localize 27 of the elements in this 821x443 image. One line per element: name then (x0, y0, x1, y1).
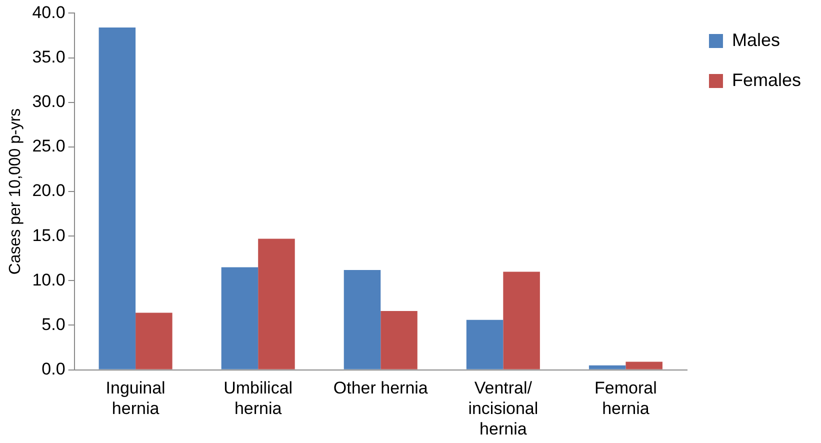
y-tick-label: 10.0 (32, 270, 66, 290)
y-tick-label: 5.0 (42, 314, 66, 334)
y-tick-label: 20.0 (32, 181, 66, 200)
y-tick-label: 35.0 (32, 47, 66, 66)
y-tick-label: 40.0 (32, 2, 66, 22)
bar (588, 365, 626, 370)
x-tick-label: Umbilical hernia (224, 378, 293, 418)
y-tick-label: 30.0 (32, 92, 66, 112)
bar (258, 238, 295, 370)
x-tick-label: Ventral/ incisional hernia (468, 378, 538, 438)
bar (466, 320, 504, 370)
y-axis-title: Cases per 10,000 p-yrs (7, 108, 24, 275)
bar (98, 27, 136, 370)
bar (221, 267, 258, 370)
y-tick-label: 15.0 (32, 226, 66, 245)
bar (380, 310, 418, 370)
bar (503, 272, 540, 370)
x-tick-label: Inguinal hernia (106, 378, 166, 418)
legend-label: Males (732, 30, 780, 50)
x-tick-label: Other hernia (333, 378, 428, 398)
y-tick-label: 0.0 (42, 359, 66, 378)
bar (626, 362, 662, 370)
legend-label: Females (732, 70, 802, 90)
bar (136, 312, 172, 370)
x-tick-label: Femoral hernia (594, 378, 657, 418)
y-tick-label: 25.0 (32, 136, 66, 156)
bar (344, 270, 381, 370)
